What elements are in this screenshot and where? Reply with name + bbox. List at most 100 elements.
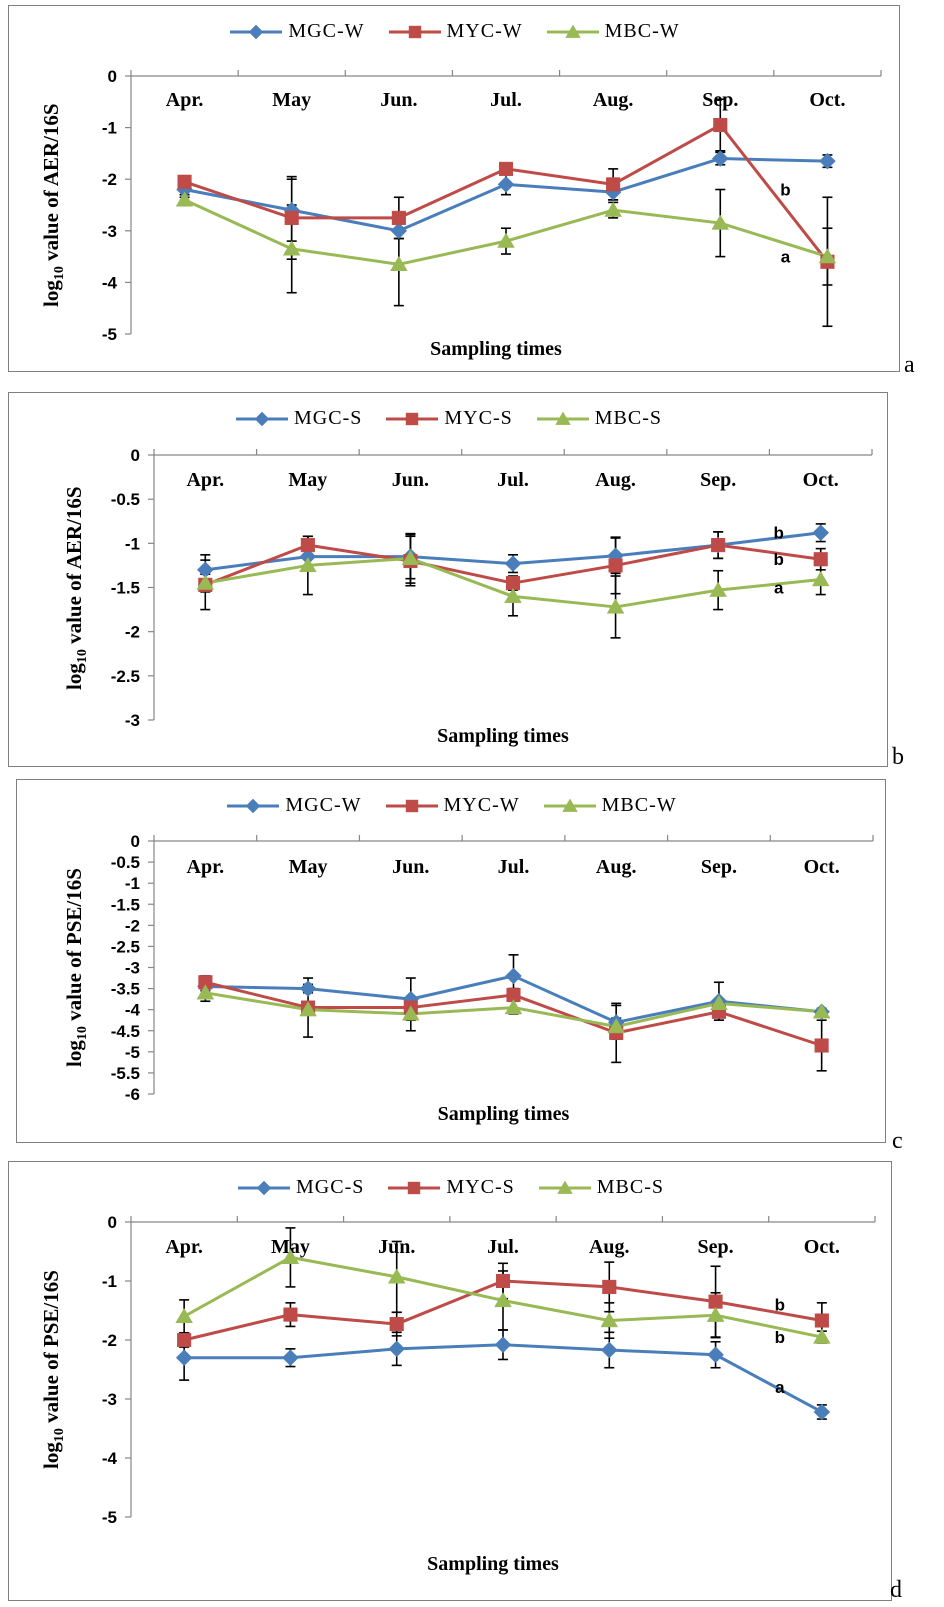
plot-area: 0 -0.5 -1 -1.5 -2 -2.5 -3 -3.5 -4 -4.5 -5 -5.5 -6 Apr… (111, 832, 874, 1125)
legend-marker (405, 799, 418, 812)
data-point (711, 214, 730, 230)
y-tick-label: 0 (108, 1213, 117, 1232)
y-tick-label: -2.5 (111, 667, 140, 686)
category-label: Oct. (804, 1236, 840, 1258)
legend: MGC-S MYC-S MBC-S (9, 1176, 891, 1199)
legend: MGC-W MYC-W MBC-W (9, 20, 899, 43)
legend-item: MYC-W (384, 794, 520, 817)
category-label: Oct. (809, 89, 845, 111)
plot-area: 0-1-2-3-4-5Apr.MayJun.Jul.Aug.Sep.Oct.Sa… (102, 67, 882, 360)
data-point (390, 255, 408, 271)
legend-item: MGC-S (236, 1176, 364, 1199)
data-point (504, 555, 522, 573)
legend-marker (554, 411, 571, 425)
legend-item: MYC-S (384, 407, 512, 430)
significance-label: a (775, 1378, 785, 1397)
category-label: Jun. (392, 469, 429, 491)
legend-label: MGC-W (288, 20, 365, 42)
data-point (389, 1317, 404, 1332)
y-axis-title-rest: value of PSE/16S (39, 1270, 63, 1429)
chart-panel-d: MGC-S MYC-S MBC-S 0 -1 -2 -3 -4 -5 Apr. May Jun. Ju… (8, 1161, 892, 1601)
data-point (819, 152, 836, 170)
y-axis-title-sub: 10 (52, 266, 68, 281)
data-point (812, 524, 830, 542)
data-point (811, 571, 830, 587)
category-label: Sep. (698, 1236, 734, 1258)
data-point (711, 150, 729, 167)
panel-letter-a: a (904, 352, 915, 378)
legend-label: MYC-S (444, 407, 513, 429)
x-axis-title: Sampling times (427, 1553, 559, 1575)
legend-item: MBC-S (537, 1176, 664, 1199)
legend-swatch (230, 24, 283, 39)
category-label: Oct. (804, 856, 840, 878)
category-label: Jun. (380, 89, 417, 111)
data-point (814, 1313, 829, 1328)
y-tick-label: -1.5 (111, 895, 140, 914)
y-axis-title-rest: value of AER/16S (62, 485, 86, 649)
legend-item: MGC-W (225, 794, 361, 817)
legend-swatch (386, 412, 439, 425)
data-point (299, 980, 317, 997)
legend-marker (408, 1181, 421, 1194)
significance-label: b (775, 1328, 785, 1347)
y-tick-label: -2.5 (111, 937, 140, 956)
legend-item: MBC-S (535, 407, 662, 430)
legend-marker (556, 1180, 573, 1194)
data-point (498, 161, 514, 176)
chart-panel-b: MGC-S MYC-S MBC-S 0 -0.5 -1 -1.5 -2 -2.5 -3 Apr. M… (8, 392, 888, 767)
y-tick-label: -5 (102, 325, 117, 344)
panel-letter-d: d (890, 1577, 902, 1603)
legend-swatch (388, 1181, 441, 1194)
panel-letter-b: b (892, 744, 904, 770)
legend-item: MBC-W (542, 794, 677, 817)
x-axis-title: Sampling times (437, 725, 569, 747)
category-label: Aug. (593, 89, 634, 111)
significance-label: a (781, 248, 791, 267)
data-point (600, 1312, 619, 1328)
y-axis-title-sub: 10 (52, 1428, 68, 1443)
data-point (504, 587, 522, 603)
data-point (708, 1294, 723, 1309)
category-label: Oct. (803, 469, 839, 491)
data-point (175, 1349, 193, 1367)
legend-item: MGC-S (234, 407, 362, 430)
legend-swatch (543, 798, 596, 812)
data-point (604, 201, 622, 217)
data-point (401, 1005, 420, 1021)
data-point (299, 556, 317, 573)
data-point (600, 1341, 618, 1359)
data-point (299, 1001, 317, 1017)
category-label: May (272, 89, 311, 111)
data-point (391, 210, 406, 225)
y-axis-title-rest: value of AER/16S (39, 103, 63, 267)
legend-swatch (385, 799, 438, 812)
significance-label: b (780, 181, 790, 200)
data-point (282, 240, 301, 256)
legend-label: MYC-W (443, 794, 520, 816)
y-tick-label: -1.5 (111, 579, 140, 598)
category-label: Jul. (498, 856, 530, 878)
data-point (607, 1018, 626, 1034)
category-label: Sep. (700, 469, 736, 491)
chart-panel-a: MGC-W MYC-W MBC-W 0 -1 -2 -3 -4 -5 Apr. May Jun. Ju… (8, 5, 900, 372)
chart-panel-c: MGC-W MYC-W MBC-W 0 -0.5 -1 -1.5 -2 -2.5 -3 -3.5 -… (16, 779, 886, 1143)
y-tick-label: 0 (131, 446, 140, 465)
significance-label: a (774, 579, 784, 598)
y-tick-label: -4 (102, 1449, 118, 1468)
data-point (710, 994, 728, 1010)
data-point (494, 1291, 512, 1308)
data-point (497, 232, 515, 248)
data-point (505, 967, 522, 985)
y-tick-label: -1 (102, 1272, 117, 1291)
legend-swatch (536, 411, 589, 425)
data-point (713, 117, 728, 133)
category-label: May (289, 856, 328, 878)
y-tick-label: -2 (125, 623, 140, 642)
data-point (281, 1248, 300, 1265)
data-point (707, 1346, 724, 1364)
data-point (608, 558, 623, 573)
y-tick-label: -1 (125, 874, 140, 893)
data-point (812, 1003, 831, 1019)
